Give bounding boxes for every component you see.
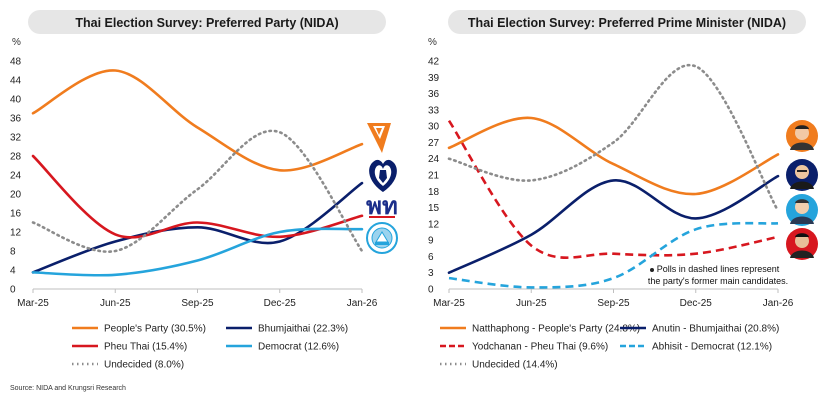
x-tick-label: Mar-25 xyxy=(433,298,465,309)
legend-label-anutin-bhumjaithai: Anutin - Bhumjaithai (20.8%) xyxy=(652,324,779,335)
x-tick-label: Dec-25 xyxy=(264,298,297,309)
series-line-democrat xyxy=(31,227,364,277)
legend-label-undecided: Undecided (14.4%) xyxy=(472,360,558,371)
y-tick-label: 12 xyxy=(10,228,22,239)
y-tick-label: 6 xyxy=(428,252,434,263)
x-tick-label: Sep-25 xyxy=(597,298,630,309)
legend-label-yodchanan-pheu-thai: Yodchanan - Pheu Thai (9.6%) xyxy=(472,342,608,353)
series-line-people-s-party xyxy=(31,69,364,172)
legend-label-democrat: Democrat (12.6%) xyxy=(258,342,339,353)
y-tick-label: 44 xyxy=(10,76,22,87)
y-tick-label: 48 xyxy=(10,57,22,68)
y-tick-label: 16 xyxy=(10,209,22,220)
party-chart-panel: Thai Election Survey: Preferred Party (N… xyxy=(10,10,398,371)
series-line-yodchanan-pheu-thai xyxy=(447,119,779,259)
abhisit-portrait xyxy=(786,194,818,226)
series-line-natthaphong-people-s-party xyxy=(447,116,780,196)
legend-label-natthaphong-people-s-party: Natthaphong - People's Party (24.8%) xyxy=(472,324,640,335)
party-chart-legend: People's Party (30.5%) Bhumjaithai (22.3%… xyxy=(72,324,348,371)
legend-label-abhisit-democrat: Abhisit - Democrat (12.1%) xyxy=(652,342,772,353)
series-line-abhisit-democrat xyxy=(448,221,779,289)
x-tick-label: Dec-25 xyxy=(680,298,713,309)
legend-label-bhumjaithai: Bhumjaithai (22.3%) xyxy=(258,324,348,335)
x-tick-label: Jan-26 xyxy=(347,298,378,309)
y-tick-label: 24 xyxy=(10,171,22,182)
pheu-thai-logo-text: พท xyxy=(366,192,398,220)
y-tick-label: 15 xyxy=(428,203,440,214)
y-tick-label: 0 xyxy=(428,285,434,296)
annotation-line-2: the party's former main candidates. xyxy=(648,276,788,286)
y-tick-label: 4 xyxy=(10,266,16,277)
party-chart-title: Thai Election Survey: Preferred Party (N… xyxy=(75,16,338,30)
series-line-anutin-bhumjaithai xyxy=(447,174,780,275)
series-line-undecided xyxy=(447,63,780,213)
democrat-logo xyxy=(366,222,398,254)
x-tick-label: Jun-25 xyxy=(100,298,131,309)
series-line-pheu-thai xyxy=(31,154,364,239)
y-tick-label: 3 xyxy=(428,268,434,279)
y-tick-label: 8 xyxy=(10,247,16,258)
yodchanan-portrait xyxy=(786,228,818,260)
pm-chart-panel: Thai Election Survey: Preferred Prime Mi… xyxy=(428,10,818,371)
bhumjaithai-logo xyxy=(369,159,397,192)
y-tick-label: 24 xyxy=(428,154,440,165)
y-tick-label: 0 xyxy=(10,285,16,296)
pm-chart-y-unit: % xyxy=(428,37,437,48)
x-tick-label: Jun-25 xyxy=(516,298,547,309)
pm-chart-title-bg xyxy=(448,10,806,34)
y-tick-label: 30 xyxy=(428,122,440,133)
anutin-portrait xyxy=(786,159,818,191)
y-tick-label: 39 xyxy=(428,73,440,84)
y-tick-label: 32 xyxy=(10,133,22,144)
y-tick-label: 9 xyxy=(428,236,434,247)
natthaphong-portrait xyxy=(786,120,818,152)
y-tick-label: 36 xyxy=(428,89,440,100)
y-tick-label: 18 xyxy=(428,187,440,198)
x-tick-label: Sep-25 xyxy=(181,298,214,309)
y-tick-label: 42 xyxy=(428,57,440,68)
y-tick-label: 27 xyxy=(428,138,440,149)
party-chart-title-bg xyxy=(28,10,386,34)
pm-chart-title: Thai Election Survey: Preferred Prime Mi… xyxy=(468,16,786,30)
pheu-thai-logo: พท xyxy=(366,192,398,220)
legend-label-people-s-party: People's Party (30.5%) xyxy=(104,324,206,335)
people-party-logo xyxy=(367,123,391,153)
y-tick-label: 33 xyxy=(428,105,440,116)
party-chart-y-unit: % xyxy=(12,37,21,48)
source-note: Source: NIDA and Krungsri Research xyxy=(10,385,126,392)
pm-chart-legend: Natthaphong - People's Party (24.8%) Anut… xyxy=(440,324,779,371)
y-tick-label: 36 xyxy=(10,114,22,125)
legend-label-pheu-thai: Pheu Thai (15.4%) xyxy=(104,342,187,353)
series-line-undecided xyxy=(31,129,364,253)
y-tick-label: 28 xyxy=(10,152,22,163)
dashed-lines-annotation: Polls in dashed lines represent the part… xyxy=(648,264,788,286)
legend-label-undecided: Undecided (8.0%) xyxy=(104,360,184,371)
y-tick-label: 40 xyxy=(10,95,22,106)
series-line-bhumjaithai xyxy=(31,181,364,274)
y-tick-label: 20 xyxy=(10,190,22,201)
x-tick-label: Mar-25 xyxy=(17,298,49,309)
annotation-line-1: Polls in dashed lines represent xyxy=(657,264,780,274)
y-tick-label: 21 xyxy=(428,171,440,182)
x-tick-label: Jan-26 xyxy=(763,298,794,309)
y-tick-label: 12 xyxy=(428,219,440,230)
